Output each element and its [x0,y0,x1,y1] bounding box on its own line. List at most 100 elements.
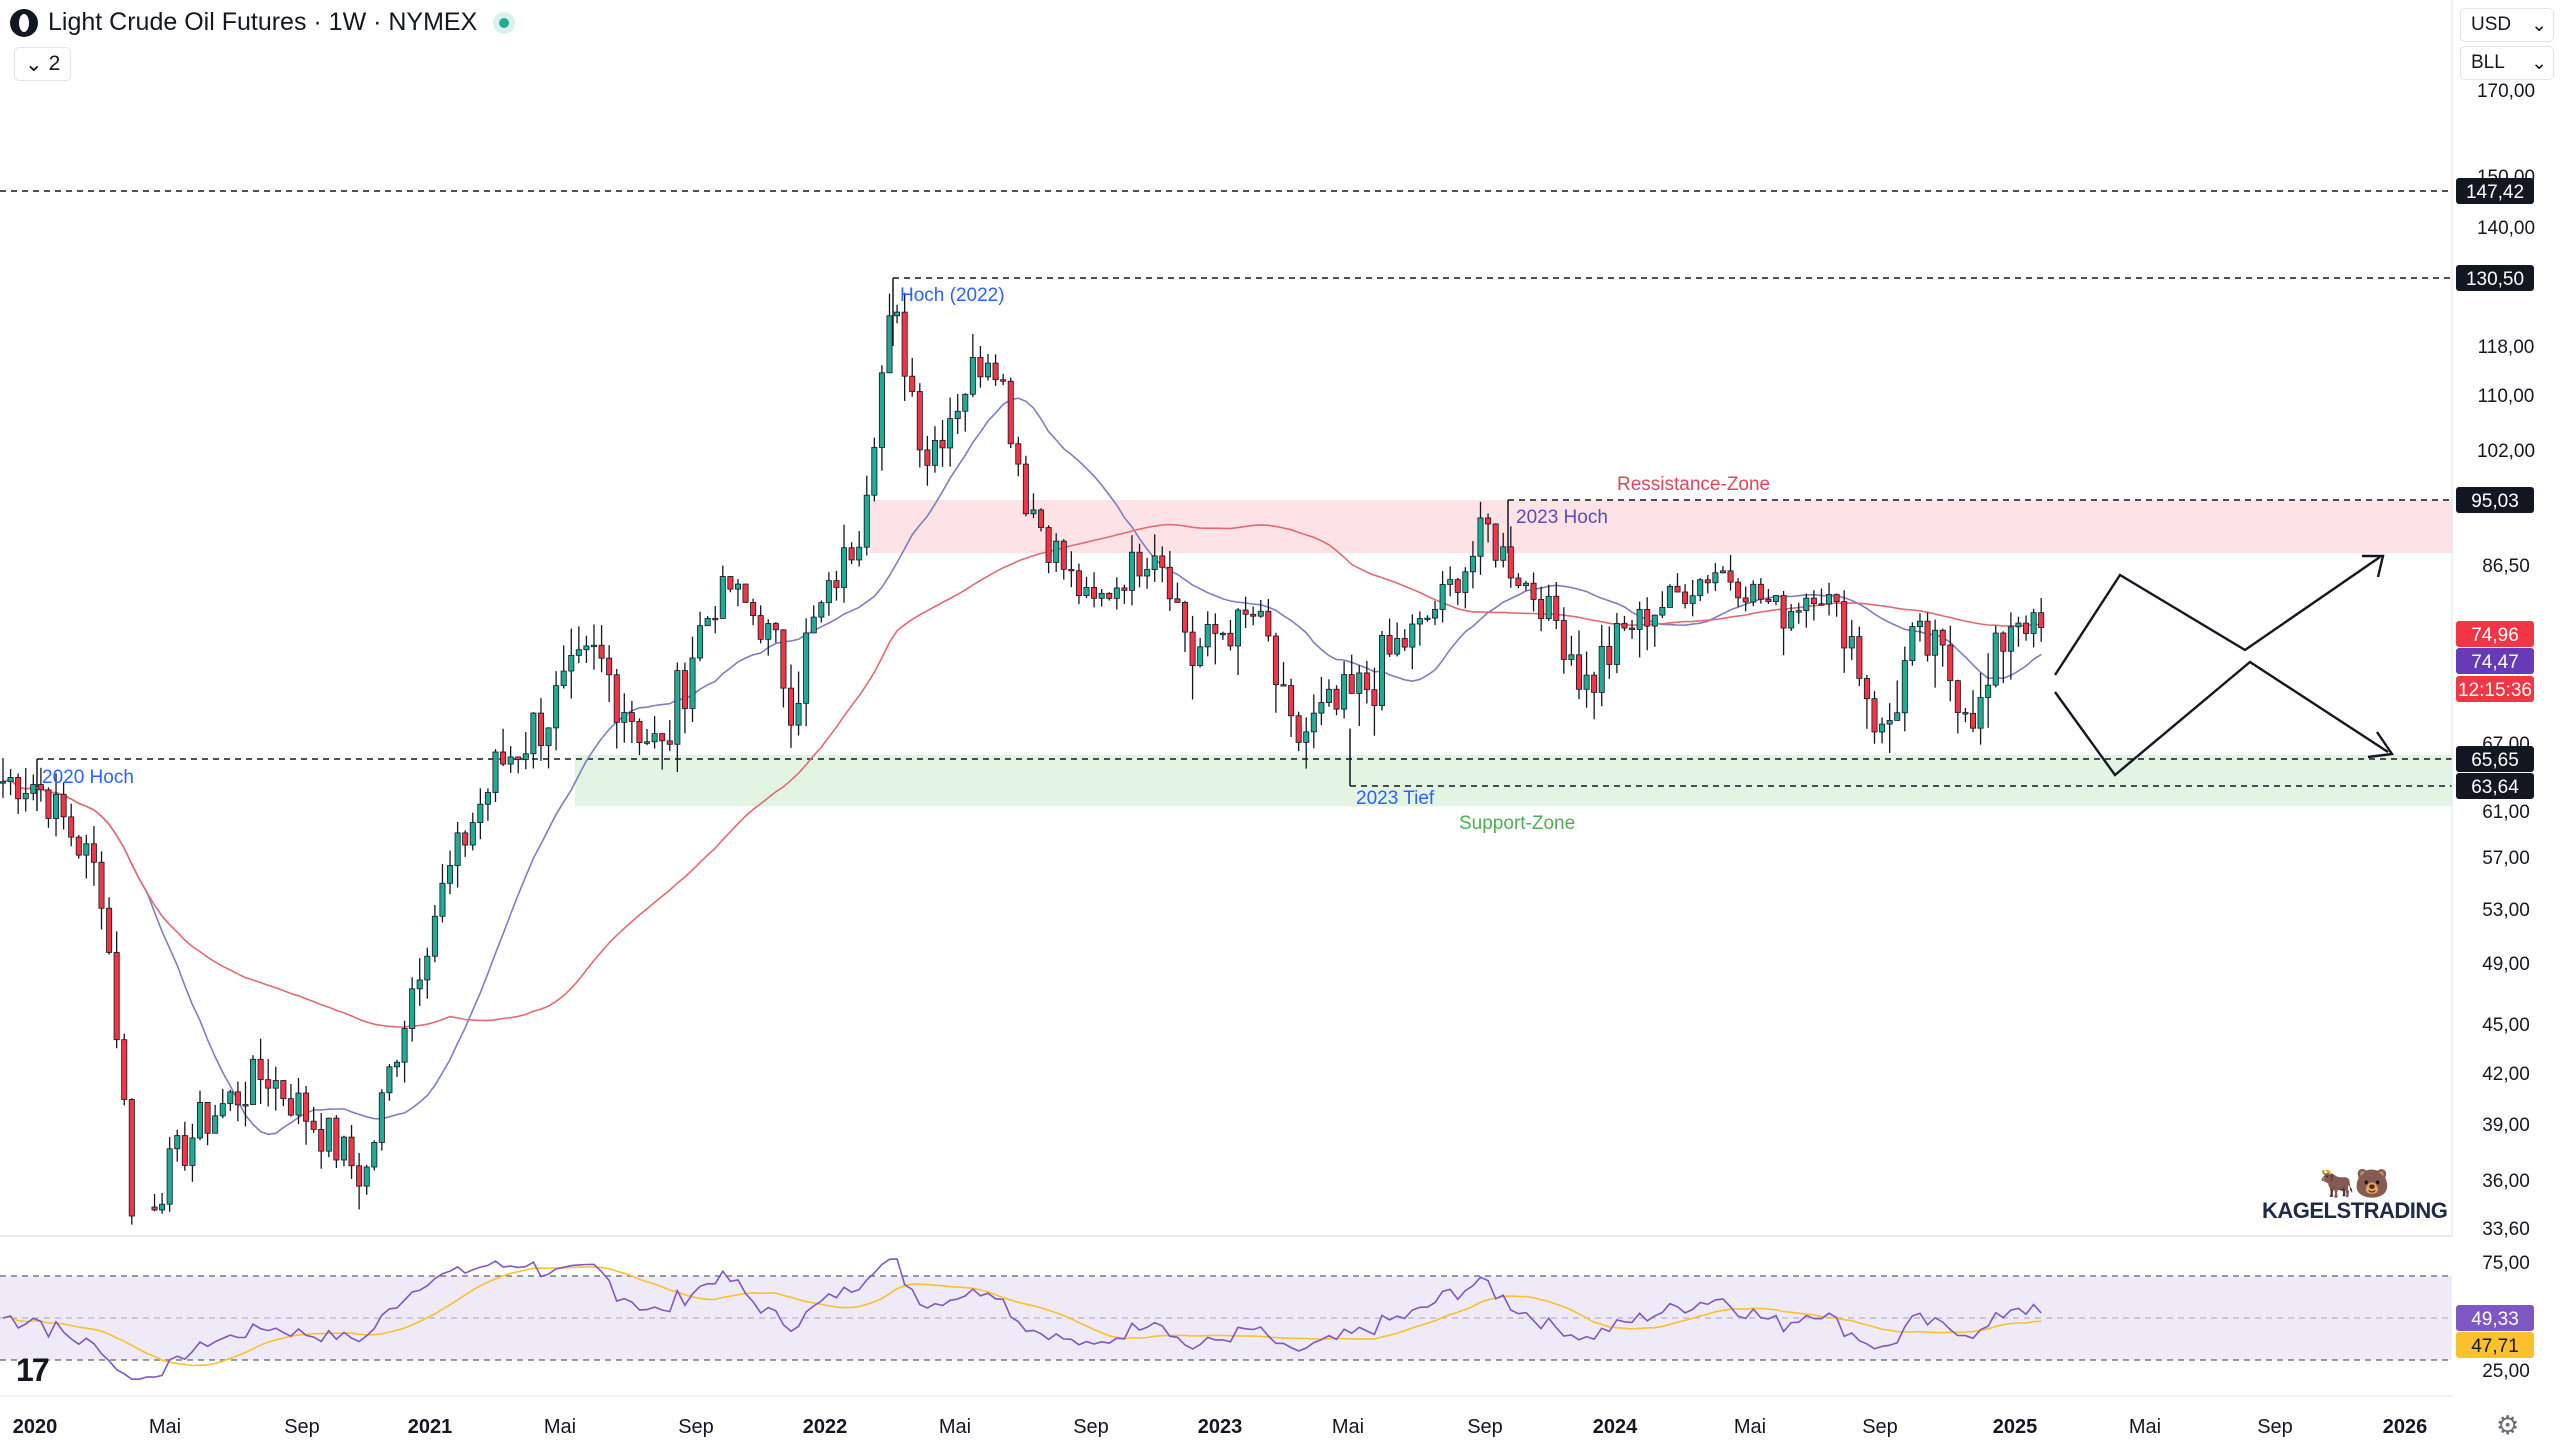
candle-body [916,391,923,451]
candle-body [1644,609,1651,627]
candle-body [1666,585,1673,608]
candle-body [1697,579,1704,597]
tradingview-logo[interactable]: 17 [16,1352,50,1388]
price-tick-label: 170,00 [2477,81,2535,102]
candle-body [1492,523,1499,561]
candle-body [909,375,916,392]
annotation-hoch-2022: Hoch (2022) [900,285,1005,306]
candle-body [1886,720,1893,725]
candle-body [1242,609,1249,615]
candle-body [492,751,499,793]
candle-body [409,988,416,1029]
rsi-label-box [2456,1305,2534,1331]
candle-body [1810,597,1817,605]
candle-body [1113,587,1120,599]
candle-body [848,547,855,561]
candle-body [1333,688,1340,710]
candle-body [1227,632,1234,647]
rsi-label-box [2456,1332,2534,1358]
candle-body [674,670,681,745]
price-tick-label: 49,00 [2482,954,2530,975]
candle-body [1219,632,1226,636]
candle-body [45,789,52,819]
candle-body [1947,644,1954,682]
price-tick-label: 36,00 [2482,1171,2530,1192]
price-tick-label: 33,60 [2482,1219,2530,1240]
candle-body [1083,586,1090,596]
candle-body [1189,631,1196,666]
candle-body [1750,583,1757,603]
time-tick-label: 2022 [803,1416,848,1438]
candle-body [1136,551,1143,577]
time-tick-label: Sep [1073,1416,1109,1438]
candle-body [1341,674,1348,710]
candle-body [1659,607,1666,616]
candle-body [1545,595,1552,620]
symbol-header[interactable]: Light Crude Oil Futures · 1W · NYMEX [10,8,516,37]
price-label-text: 74,47 [2471,652,2519,673]
candle-body [553,685,560,729]
candle-body [939,439,946,449]
candle-body [1386,634,1393,655]
candle-body [0,781,6,784]
candle-body [1128,551,1135,591]
candle-body [234,1091,241,1106]
symbol-title[interactable]: Light Crude Oil Futures · 1W · NYMEX [48,8,478,36]
candle-body [1356,672,1363,694]
candle-body [568,654,575,672]
candle-body [1469,555,1476,573]
candle-body [439,882,446,917]
candle-body [1363,672,1370,691]
candle-body [1856,636,1863,679]
candle-body [1553,595,1560,621]
candle-body [219,1103,226,1117]
candle-body [371,1142,378,1168]
price-tick-label: 57,00 [2482,848,2530,869]
settings-gear-icon[interactable]: ⚙ [2496,1410,2520,1440]
candle-body [537,712,544,746]
candle-body [1000,379,1007,382]
candles-layer [0,292,2045,1225]
candle-body [1522,582,1529,586]
candle-body [1932,629,1939,656]
candle-body [37,784,44,791]
price-label-box [2456,746,2534,772]
candle-body [765,623,772,640]
price-tick-label: 53,00 [2482,900,2530,921]
candle-body [454,832,461,866]
candle-body [1848,636,1855,649]
candle-body [772,623,779,631]
candle-body [886,315,893,374]
candle-body [704,617,711,627]
candle-body [113,952,120,1041]
price-tick-label: 39,00 [2482,1115,2530,1136]
candle-body [803,632,810,704]
candle-body [1500,546,1507,561]
candle-body [515,756,522,760]
candle-body [98,861,105,909]
candle-body [522,753,529,760]
candle-body [128,1099,135,1217]
candle-body [75,836,82,856]
candle-body [295,1092,302,1116]
currency-select[interactable]: USD ⌄ [2460,8,2554,42]
price-label-box [2456,265,2534,291]
candle-body [697,625,704,659]
moving-averages-layer [2,397,2042,1136]
candle-body [2023,622,2030,634]
currency-value: USD [2471,14,2512,35]
candle-body [272,1080,279,1089]
price-label-text: 74,96 [2471,625,2519,646]
unit-select[interactable]: BLL ⌄ [2460,46,2554,80]
candle-body [393,1061,400,1068]
candle-body [318,1128,325,1152]
candle-body [1068,568,1075,572]
indicators-toggle-button[interactable]: ⌄ 2 [14,47,72,81]
candle-body [1182,602,1189,633]
candle-body [1007,380,1014,445]
time-tick-label: Mai [149,1416,181,1438]
candle-body [401,1028,408,1063]
price-label-text: 63,64 [2471,777,2519,798]
